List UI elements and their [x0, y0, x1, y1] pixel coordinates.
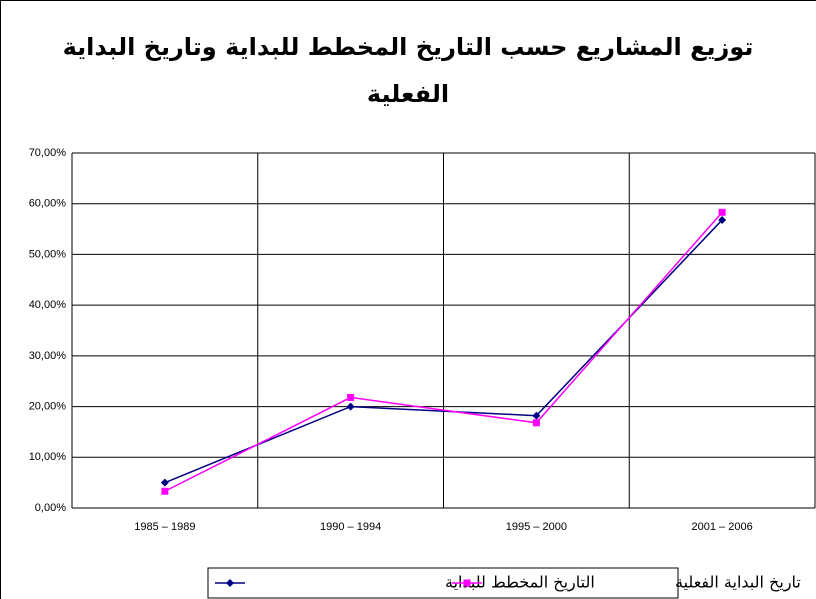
y-tick-label: 30,00%: [29, 350, 67, 362]
y-tick-label: 50,00%: [29, 248, 67, 260]
x-tick-label: 1995 – 2000: [506, 521, 567, 533]
y-tick-label: 20,00%: [29, 400, 67, 412]
legend-marker: [463, 579, 471, 587]
data-point: [718, 208, 726, 216]
data-point: [160, 478, 169, 487]
data-point: [161, 487, 169, 495]
x-tick-label: 2001 – 2006: [692, 521, 753, 533]
y-tick-label: 40,00%: [29, 299, 67, 311]
y-tick-label: 60,00%: [29, 198, 67, 210]
x-tick-label: 1985 – 1989: [134, 521, 195, 533]
y-tick-label: 0,00%: [35, 502, 66, 514]
chart-title: الفعلية: [367, 80, 449, 108]
x-tick-label: 1990 – 1994: [320, 521, 381, 533]
legend-label: تاريخ البداية الفعلية: [675, 573, 801, 593]
legend-box: [207, 567, 679, 599]
legend-marker: [226, 579, 234, 587]
y-tick-label: 70,00%: [29, 147, 67, 159]
chart-title: توزيع المشاريع حسب التاريخ المخطط للبداي…: [63, 33, 754, 61]
data-point: [532, 419, 540, 427]
legend-label: التاريخ المخطط للبداية: [445, 573, 595, 593]
series-line: [164, 211, 723, 492]
y-tick-label: 10,00%: [29, 451, 67, 463]
data-point: [346, 402, 355, 411]
data-point: [718, 215, 727, 224]
data-point: [532, 411, 541, 420]
data-point: [347, 393, 355, 401]
